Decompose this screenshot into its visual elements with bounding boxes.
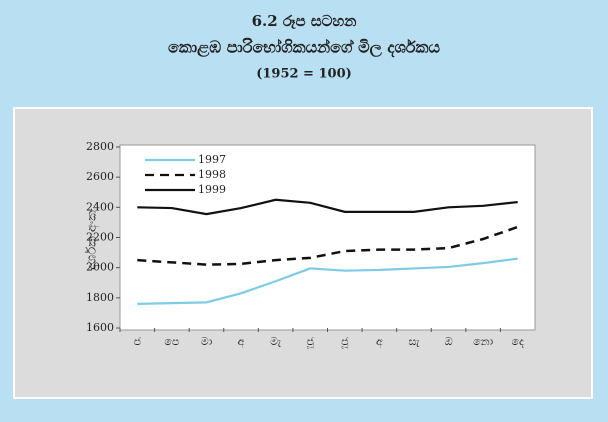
x-tick-label: ජූ bbox=[306, 335, 315, 348]
y-tick-label: 2000 bbox=[86, 261, 114, 274]
chart-title: 6.2 රූප සටහන bbox=[252, 12, 357, 30]
chart-note: (1952 = 100) bbox=[256, 67, 352, 82]
x-tick-label: මැ bbox=[270, 335, 282, 348]
chart-subtitle: කොළඹ පාරිභෝගිකයන්ගේ මිල දර්ශකය bbox=[168, 38, 441, 59]
x-tick-label: පෙ bbox=[164, 335, 179, 348]
legend-label: 1998 bbox=[198, 168, 226, 181]
x-tick-label: දෙ bbox=[512, 335, 524, 348]
y-tick-label: 1600 bbox=[86, 321, 114, 334]
line bbox=[137, 225, 519, 266]
x-tick-label: ඔ bbox=[444, 335, 452, 348]
y-tick-label: 1800 bbox=[86, 291, 114, 304]
y-tick-label: 2800 bbox=[86, 140, 114, 153]
legend-label: 1997 bbox=[198, 153, 226, 166]
x-tick-label: සැ bbox=[408, 335, 420, 348]
x-tick-label: අ bbox=[238, 335, 245, 349]
x-tick-label: නො bbox=[473, 335, 493, 348]
line bbox=[137, 198, 518, 216]
y-tick-label: 2400 bbox=[86, 200, 114, 213]
legend-label: 1999 bbox=[198, 183, 226, 196]
x-tick-label: මා bbox=[201, 335, 213, 348]
x-tick-label: අ bbox=[376, 335, 383, 349]
y-axis-label: දර්ශක අංක bbox=[84, 210, 100, 270]
y-tick-label: 2600 bbox=[86, 170, 114, 183]
line bbox=[137, 257, 518, 305]
x-tick-label: ජූ bbox=[341, 335, 350, 348]
y-tick-label: 2200 bbox=[86, 231, 114, 244]
x-tick-label: ජ bbox=[134, 335, 142, 348]
plot-area bbox=[119, 144, 536, 331]
